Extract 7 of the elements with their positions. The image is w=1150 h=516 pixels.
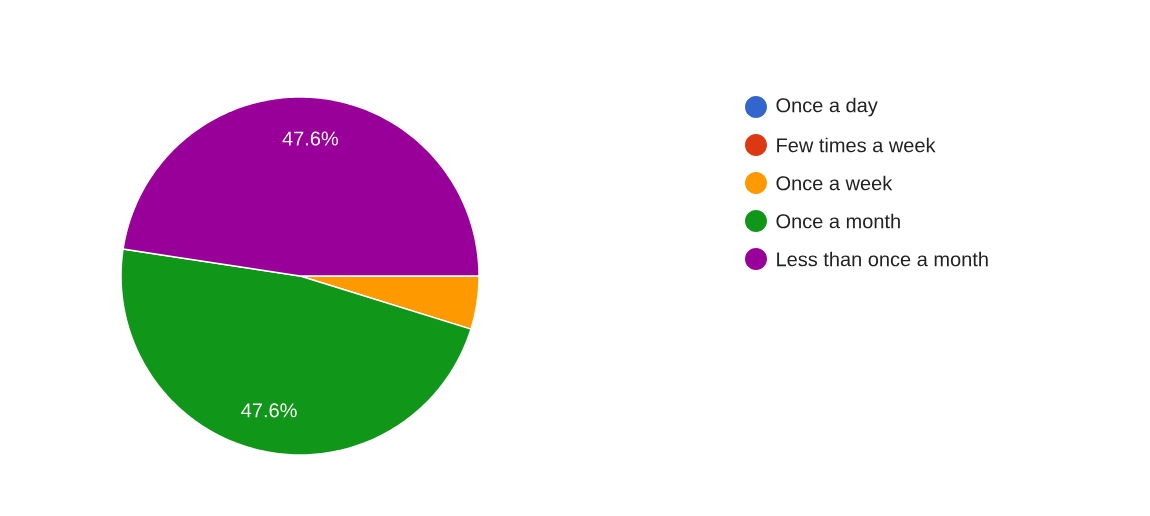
legend-label: Few times a week <box>777 137 936 153</box>
legend-label: Once a day <box>776 97 878 117</box>
legend-label: Once a month <box>776 213 900 229</box>
data-label: 47.6% <box>282 131 339 146</box>
legend-label: Less than once a month <box>777 251 988 267</box>
legend-label: Once a week <box>776 175 893 191</box>
data-label: 47.6% <box>241 403 297 418</box>
